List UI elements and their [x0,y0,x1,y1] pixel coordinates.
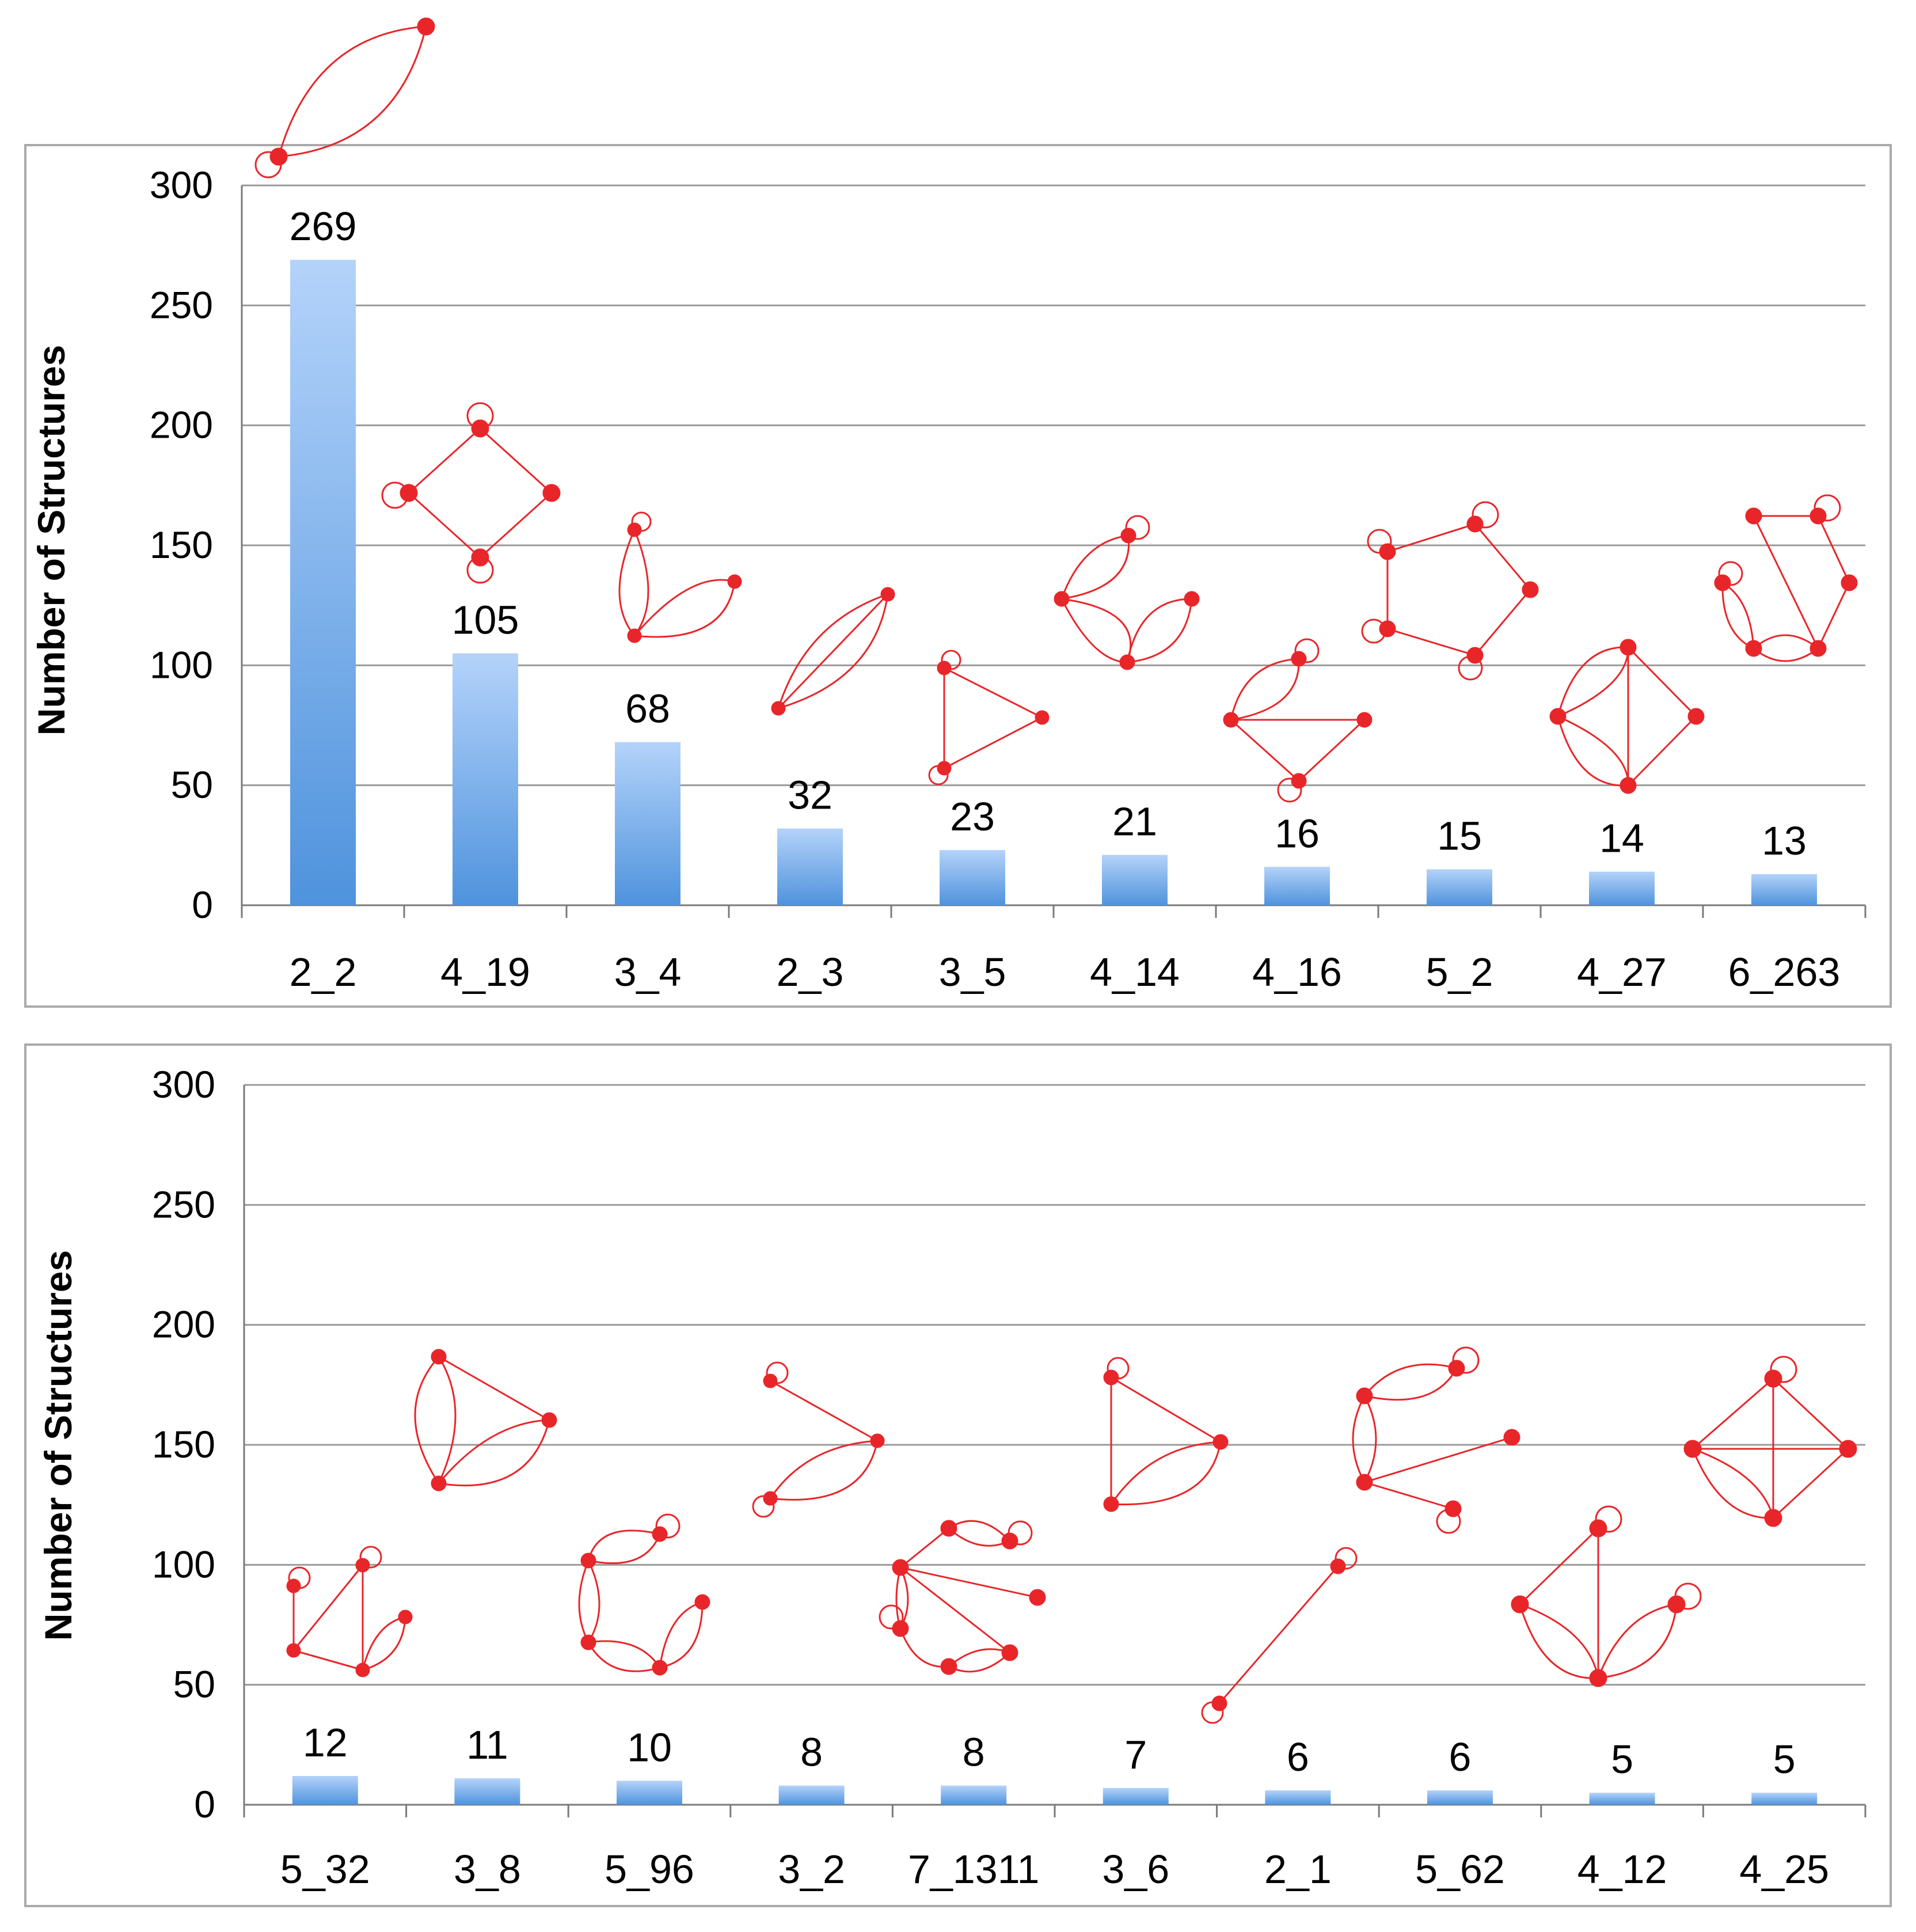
bar-5_32 [292,1776,358,1805]
structure-graph-7-1311 [879,1520,1046,1675]
value-label: 269 [290,204,357,249]
bar-3_6 [1103,1787,1169,1805]
structure-graph-3-2 [752,1361,885,1518]
bar-4_25 [1751,1793,1818,1805]
structure-graph-6-263 [1714,494,1858,662]
value-label: 68 [625,686,670,731]
category-label: 6_263 [1728,950,1841,995]
structure-graph-5-62 [1352,1346,1520,1534]
category-label: 4_25 [1739,1847,1829,1892]
value-label: 23 [950,794,995,839]
y-tick-label: 250 [152,1183,215,1225]
category-label: 3_4 [614,950,682,995]
value-label: 6 [1287,1734,1309,1779]
y-tick-label: 0 [194,1783,215,1825]
bar-2_1 [1265,1790,1331,1805]
y-tick-label: 300 [152,1063,215,1106]
bottom-panel-frame [24,1043,1892,1907]
value-label: 5 [1773,1737,1796,1782]
value-label: 10 [627,1725,672,1770]
y-axis-title: Number of Structures [37,1250,79,1641]
category-label: 7_1311 [908,1847,1039,1892]
value-label: 32 [788,773,832,818]
category-label: 4_27 [1577,950,1667,995]
category-label: 3_5 [939,950,1006,995]
structure-graph-4-12 [1511,1505,1702,1687]
bar-2_3 [777,828,843,905]
bar-2_2 [290,260,356,906]
y-axis-title: Number of Structures [30,345,73,735]
bar-3_2 [778,1785,845,1805]
bar-4_14 [1102,855,1168,905]
category-label: 5_96 [605,1847,694,1892]
bar-3_4 [615,742,681,905]
category-label: 5_2 [1426,950,1493,995]
category-label: 5_62 [1415,1847,1505,1892]
category-label: 3_8 [454,1847,521,1892]
structure-graph-4-19 [381,402,561,584]
category-label: 2_3 [777,950,844,995]
value-label: 21 [1112,799,1157,844]
structure-graph-3-4 [618,511,742,643]
y-tick-label: 100 [150,643,213,686]
y-tick-label: 300 [150,164,213,206]
structure-graph-2-2 [254,17,435,179]
value-label: 6 [1449,1734,1472,1779]
y-tick-label: 50 [171,764,213,806]
bar-4_27 [1589,871,1655,905]
value-label: 7 [1124,1732,1147,1777]
structure-graph-5-96 [578,1513,710,1676]
bar-3_8 [454,1778,520,1805]
structure-graph-4-16 [1223,638,1373,803]
y-tick-label: 50 [173,1663,215,1706]
structure-graph-3-8 [414,1349,557,1491]
bar-7_1311 [941,1785,1007,1805]
bar-5_62 [1427,1790,1493,1805]
bar-4_16 [1264,867,1330,905]
structure-graph-3-6 [1103,1357,1229,1512]
y-tick-label: 200 [152,1303,215,1346]
category-label: 3_2 [778,1847,845,1892]
structure-graph-2-3 [771,587,895,716]
y-tick-label: 200 [150,404,213,446]
value-label: 8 [963,1730,985,1775]
top-panel-frame [24,144,1892,1008]
bar-5_96 [617,1781,682,1805]
value-label: 105 [452,598,519,643]
value-label: 8 [800,1730,823,1775]
value-label: 14 [1599,816,1644,861]
category-label: 2_2 [290,950,357,995]
value-label: 11 [466,1722,508,1767]
bar-3_5 [940,850,1005,905]
structure-graph-2-1 [1201,1547,1358,1724]
category-label: 3_6 [1102,1847,1169,1892]
category-label: 2_1 [1264,1847,1332,1892]
structure-graph-5-2 [1361,501,1539,681]
structure-graph-4-14 [1054,515,1200,670]
category-label: 5_32 [280,1847,370,1892]
y-tick-label: 150 [150,523,213,566]
category-label: 4_19 [440,950,530,995]
bar-5_2 [1427,869,1492,905]
bar-4_12 [1589,1793,1655,1805]
structure-graph-3-5 [928,650,1050,785]
structure-graph-5-32 [286,1546,413,1677]
structure-graph-4-27 [1549,639,1705,794]
value-label: 15 [1437,814,1482,859]
value-label: 5 [1611,1737,1633,1782]
y-tick-label: 100 [152,1543,215,1585]
category-label: 4_16 [1252,950,1342,995]
category-label: 4_12 [1577,1847,1667,1892]
value-label: 12 [303,1720,348,1765]
value-label: 16 [1275,811,1320,856]
value-label: 13 [1762,818,1807,863]
category-label: 4_14 [1090,950,1180,995]
y-tick-label: 150 [152,1423,215,1466]
y-tick-label: 0 [192,883,213,926]
bar-4_19 [453,653,518,905]
y-tick-label: 250 [150,283,213,326]
structure-graph-4-25 [1683,1356,1857,1527]
bar-6_263 [1751,874,1817,905]
